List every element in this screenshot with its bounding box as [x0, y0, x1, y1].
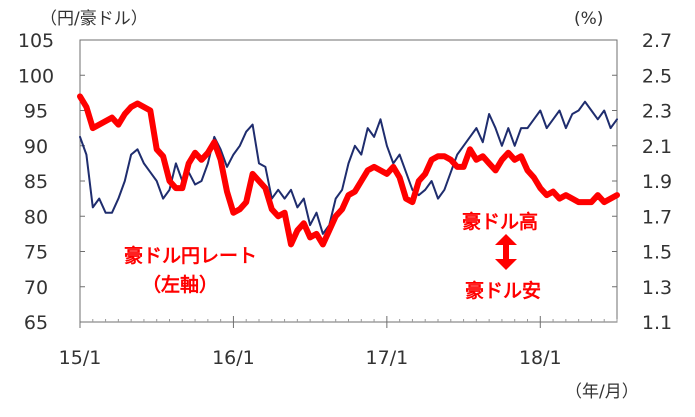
x-tick-label: 17/1 — [366, 347, 409, 369]
right-tick-label: 2.3 — [642, 101, 672, 123]
legend-red-series-line1: 豪ドル円レート — [124, 244, 257, 267]
left-tick-label: 90 — [24, 136, 48, 158]
annotation-down-label: 豪ドル安 — [465, 279, 541, 302]
aud-10y-yield-line — [79, 100, 618, 235]
right-tick-label: 1.5 — [642, 242, 672, 264]
left-tick-label: 85 — [24, 171, 48, 193]
right-axis-ticks: 2.7 2.5 2.3 2.1 1.9 1.7 1.5 1.3 1.1 — [612, 30, 672, 334]
left-tick-label: 75 — [24, 242, 48, 264]
legend-red-series-line2: （左軸） — [142, 273, 218, 296]
left-tick-label: 105 — [18, 30, 54, 52]
left-tick-label: 80 — [24, 206, 48, 228]
right-axis-unit-label: (%) — [574, 9, 603, 29]
x-axis-unit-label: （年/月） — [565, 382, 639, 402]
right-tick-label: 2.1 — [642, 136, 672, 158]
right-tick-label: 1.3 — [642, 277, 672, 299]
left-tick-label: 65 — [24, 312, 48, 334]
left-tick-label: 70 — [24, 277, 48, 299]
x-tick-label: 18/1 — [519, 347, 562, 369]
annotation-up-label: 豪ドル高 — [462, 210, 538, 233]
x-tick-label: 15/1 — [59, 347, 102, 369]
right-tick-label: 1.1 — [642, 312, 672, 334]
left-axis-unit-label: （円/豪ドル） — [40, 8, 148, 29]
left-tick-label: 95 — [24, 101, 48, 123]
series-layer — [77, 93, 620, 248]
left-axis-ticks: 105 100 95 90 85 80 75 70 65 — [18, 30, 85, 334]
up-down-arrow-icon — [495, 234, 517, 270]
right-tick-label: 1.9 — [642, 171, 672, 193]
aud-jpy-rate-line — [77, 93, 620, 248]
right-tick-label: 2.5 — [642, 65, 672, 87]
left-tick-label: 100 — [18, 65, 54, 87]
x-tick-label: 16/1 — [212, 347, 255, 369]
right-tick-label: 1.7 — [642, 206, 672, 228]
right-tick-label: 2.7 — [642, 30, 672, 52]
x-axis-ticks: 15/1 16/1 17/1 18/1 — [59, 316, 618, 369]
